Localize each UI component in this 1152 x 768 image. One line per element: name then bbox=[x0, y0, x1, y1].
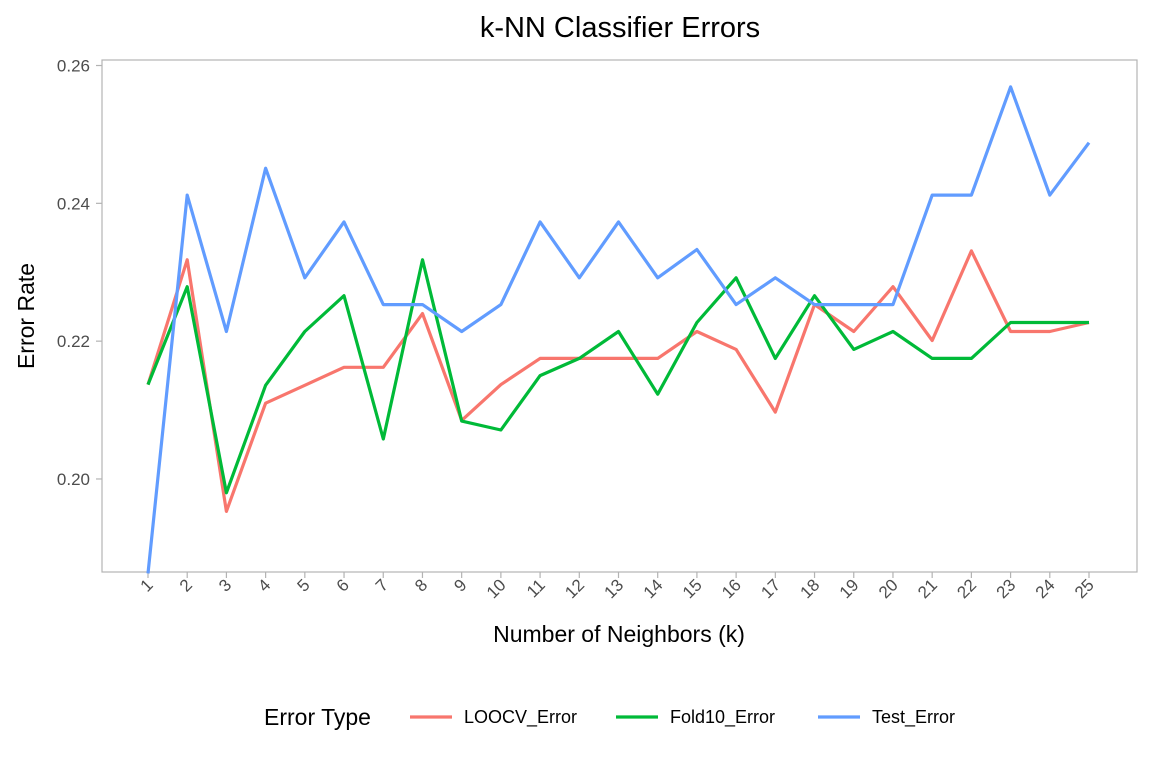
legend-items: LOOCV_Error Fold10_Error Test_Error bbox=[410, 707, 955, 728]
x-tick-label: 24 bbox=[1032, 575, 1059, 602]
chart-title: k-NN Classifier Errors bbox=[480, 12, 760, 44]
x-tick-label: 19 bbox=[836, 575, 863, 602]
x-axis-title: Number of Neighbors (k) bbox=[493, 621, 745, 647]
y-axis-title: Error Rate bbox=[13, 263, 39, 369]
x-tick-label: 4 bbox=[254, 575, 274, 595]
series-line-test-error bbox=[146, 85, 1091, 574]
x-tick-label: 6 bbox=[333, 575, 353, 595]
x-tick-label: 5 bbox=[294, 575, 314, 595]
x-tick-label: 8 bbox=[411, 575, 431, 595]
legend-title: Error Type bbox=[264, 704, 371, 730]
x-tick-label: 9 bbox=[450, 575, 470, 595]
y-axis: 0.20 0.22 0.24 0.26 bbox=[57, 57, 102, 489]
x-tick-label: 3 bbox=[215, 575, 235, 595]
x-tick-label: 13 bbox=[601, 575, 628, 602]
x-tick-label: 11 bbox=[523, 575, 549, 601]
x-tick-label: 15 bbox=[679, 575, 706, 602]
legend-label: Test_Error bbox=[872, 707, 955, 728]
x-axis: 1 2 3 4 5 6 7 8 9 10 11 12 13 14 15 16 17 18 19 20 21 22 23 24 2… bbox=[137, 572, 1098, 602]
x-tick-label: 20 bbox=[875, 575, 902, 602]
y-tick-label: 0.20 bbox=[57, 470, 90, 489]
x-tick-label: 25 bbox=[1071, 575, 1098, 602]
y-tick-label: 0.22 bbox=[57, 332, 90, 351]
x-tick-label: 12 bbox=[561, 575, 588, 602]
series-line-fold10-error bbox=[146, 258, 1089, 495]
x-tick-label: 22 bbox=[953, 575, 980, 602]
x-tick-label: 10 bbox=[483, 575, 510, 602]
x-tick-label: 2 bbox=[176, 575, 196, 595]
plot-panel-border bbox=[101, 59, 1138, 573]
x-tick-label: 1 bbox=[137, 575, 157, 595]
series-line-loocv-error bbox=[146, 249, 1090, 513]
x-tick-label: 17 bbox=[757, 575, 784, 602]
legend-label: Fold10_Error bbox=[670, 707, 775, 728]
legend-label: LOOCV_Error bbox=[464, 707, 577, 728]
x-tick-label: 7 bbox=[372, 575, 392, 595]
legend: Error Type LOOCV_Error Fold10_Error Test_E… bbox=[264, 704, 955, 730]
y-tick-label: 0.24 bbox=[57, 194, 90, 213]
y-tick-label: 0.26 bbox=[57, 57, 90, 76]
x-tick-label: 18 bbox=[797, 575, 824, 602]
x-tick-label: 21 bbox=[914, 575, 941, 602]
x-tick-label: 23 bbox=[993, 575, 1020, 602]
series-lines bbox=[146, 85, 1091, 574]
x-tick-label: 16 bbox=[718, 575, 745, 602]
x-tick-label: 14 bbox=[640, 575, 667, 602]
